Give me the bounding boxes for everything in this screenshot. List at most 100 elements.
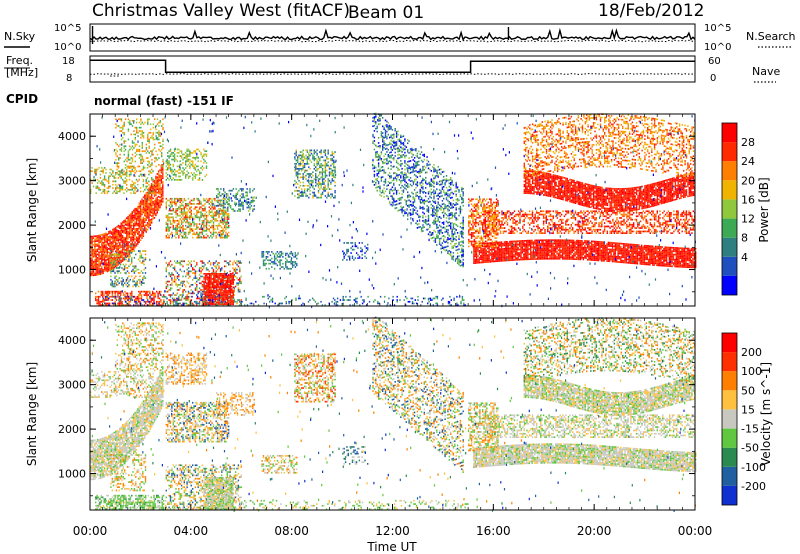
heatmap-cell: [200, 271, 201, 273]
heatmap-cell: [127, 243, 128, 245]
heatmap-cell: [119, 270, 120, 272]
heatmap-cell: [116, 252, 117, 254]
heatmap-cell: [148, 195, 149, 197]
heatmap-cell: [186, 159, 187, 161]
station-title: Christmas Valley West (fitACF): [92, 1, 350, 21]
heatmap-cell: [188, 272, 189, 274]
heatmap-cell: [105, 232, 106, 234]
heatmap-cell: [181, 217, 182, 219]
heatmap-cell: [98, 238, 99, 240]
heatmap-cell: [186, 218, 187, 220]
heatmap-cell: [121, 261, 122, 263]
heatmap-cell: [140, 170, 141, 172]
heatmap-cell: [158, 196, 159, 198]
heatmap-cell: [177, 160, 178, 162]
heatmap-cell: [185, 286, 186, 288]
heatmap-cell: [177, 215, 178, 217]
heatmap-cell: [192, 179, 193, 181]
heatmap-cell: [225, 222, 226, 224]
heatmap-cell: [196, 262, 197, 264]
heatmap-cell: [123, 286, 124, 288]
heatmap-cell: [146, 301, 147, 303]
heatmap-cell: [133, 227, 134, 229]
heatmap-cell: [153, 132, 154, 134]
heatmap-cell: [207, 269, 208, 271]
heatmap-cell: [151, 197, 152, 199]
heatmap-cell: [148, 188, 149, 190]
heatmap-cell: [142, 144, 143, 146]
heatmap-cell: [220, 200, 221, 202]
heatmap-cell: [116, 284, 117, 286]
heatmap-cell: [166, 208, 167, 210]
heatmap-cell: [96, 303, 97, 305]
heatmap-cell: [115, 291, 116, 293]
heatmap-cell: [148, 192, 149, 194]
heatmap-cell: [157, 192, 158, 194]
heatmap-cell: [152, 209, 153, 211]
heatmap-cell: [130, 237, 131, 239]
heatmap-cell: [206, 230, 207, 232]
heatmap-cell: [175, 299, 176, 301]
heatmap-cell: [135, 127, 136, 129]
heatmap-cell: [189, 223, 190, 225]
heatmap-cell: [232, 262, 233, 264]
heatmap-cell: [112, 187, 113, 189]
heatmap-cell: [155, 193, 156, 195]
heatmap-cell: [150, 196, 151, 198]
heatmap-cell: [152, 299, 153, 301]
heatmap-cell: [196, 298, 197, 300]
heatmap-cell: [213, 233, 214, 235]
heatmap-cell: [162, 118, 163, 120]
heatmap-cell: [199, 200, 200, 202]
heatmap-cell: [171, 284, 172, 286]
heatmap-cell: [175, 237, 176, 239]
heatmap-cell: [104, 257, 105, 259]
heatmap-cell: [136, 221, 137, 223]
heatmap-cell: [206, 222, 207, 224]
heatmap-cell: [185, 152, 186, 154]
heatmap-cell: [162, 177, 163, 179]
heatmap-cell: [132, 228, 133, 230]
heatmap-cell: [210, 235, 211, 237]
heatmap-cell: [128, 301, 129, 303]
heatmap-cell: [127, 235, 128, 237]
heatmap-cell: [157, 202, 158, 204]
heatmap-cell: [136, 220, 137, 222]
heatmap-cell: [196, 277, 197, 279]
heatmap-cell: [146, 219, 147, 221]
heatmap-cell: [132, 286, 133, 288]
heatmap-cell: [185, 233, 186, 235]
heatmap-cell: [150, 213, 151, 215]
heatmap-cell: [173, 159, 174, 161]
heatmap-cell: [177, 289, 178, 291]
heatmap-cell: [139, 166, 140, 168]
heatmap-cell: [117, 294, 118, 296]
heatmap-cell: [206, 228, 207, 230]
heatmap-cell: [141, 229, 142, 231]
heatmap-cell: [93, 186, 94, 188]
heatmap-cell: [140, 134, 141, 136]
heatmap-cell: [132, 225, 133, 227]
heatmap-cell: [191, 215, 192, 217]
heatmap-cell: [228, 232, 229, 234]
heatmap-cell: [184, 237, 185, 239]
heatmap-cell: [122, 186, 123, 188]
heatmap-cell: [223, 222, 224, 224]
heatmap-cell: [135, 284, 136, 286]
heatmap-cell: [158, 201, 159, 203]
heatmap-cell: [140, 118, 141, 120]
heatmap-cell: [166, 206, 167, 208]
heatmap-cell: [104, 265, 105, 267]
heatmap-cell: [180, 228, 181, 230]
heatmap-cell: [189, 225, 190, 227]
heatmap-cell: [139, 149, 140, 151]
heatmap-cell: [122, 127, 123, 129]
heatmap-cell: [175, 225, 176, 227]
heatmap-cell: [184, 220, 185, 222]
heatmap-cell: [151, 137, 152, 139]
heatmap-cell: [227, 213, 228, 215]
heatmap-cell: [121, 277, 122, 279]
heatmap-cell: [214, 220, 215, 222]
heatmap-cell: [203, 267, 204, 269]
heatmap-cell: [217, 220, 218, 222]
